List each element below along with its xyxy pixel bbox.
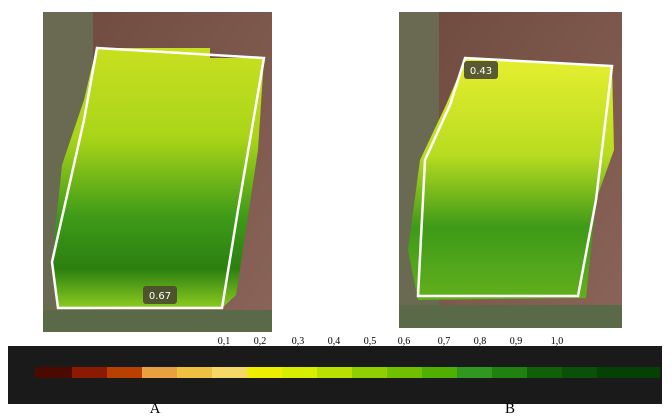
panel-a-image: 0.67 (43, 12, 272, 332)
value-badge: 0.43 (470, 66, 492, 77)
colorbar-tick-label: 0,6 (398, 336, 411, 347)
colorbar-tick-label: 0,5 (364, 336, 377, 347)
panel-b-image: 0.43 (399, 12, 622, 328)
colorbar-tick-label: 0,1 (218, 336, 231, 347)
colorbar-tick-label: 0,4 (328, 336, 341, 347)
colorbar-tick-label: 0,3 (292, 336, 305, 347)
figure: 0.67 0.43 (0, 0, 672, 420)
colorbar: 0,1 0,2 0,3 0,4 0,5 0,6 0,7 0,8 0,9 1,0 (8, 336, 662, 404)
colorbar-tick-label: 0,2 (254, 336, 267, 347)
colorbar-tick-label: 0,8 (474, 336, 487, 347)
panel-label: A (150, 401, 161, 417)
colorbar-tick-label: 0,7 (438, 336, 451, 347)
colorbar-ticks: 0,1 0,2 0,3 0,4 0,5 0,6 0,7 0,8 0,9 1,0 (218, 336, 564, 347)
value-badge: 0.67 (149, 291, 171, 302)
panel-label: B (505, 401, 515, 417)
colorbar-tick-label: 1,0 (551, 336, 564, 347)
colorbar-tick-label: 0,9 (510, 336, 523, 347)
